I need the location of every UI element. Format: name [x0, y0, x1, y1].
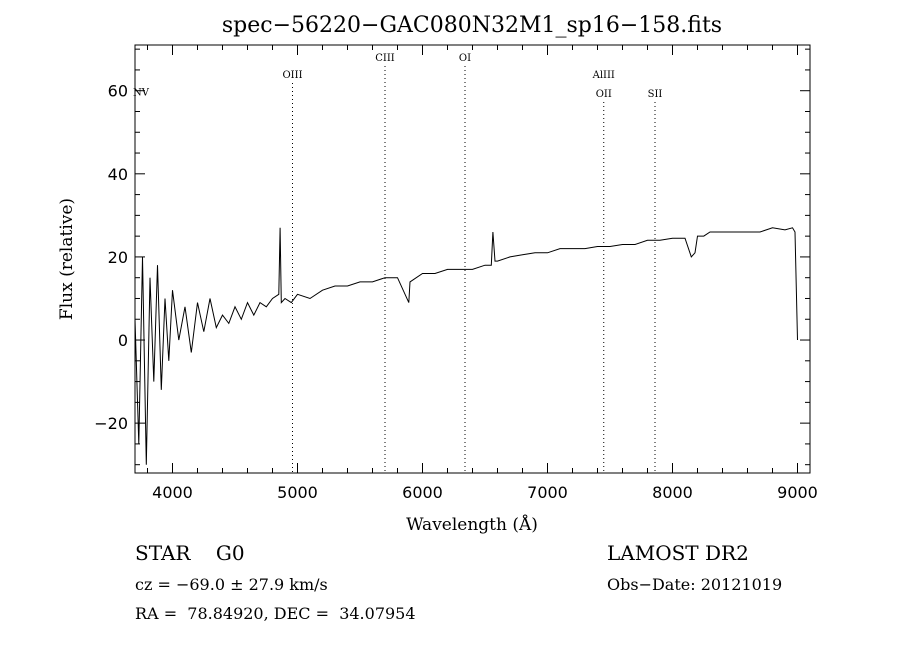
- line-label-aliii: AlIII: [592, 70, 615, 81]
- redshift-info: cz = −69.0 ± 27.9 km/s: [135, 575, 328, 594]
- obs-date: Obs−Date: 20121019: [607, 575, 783, 594]
- survey-name: LAMOST DR2: [607, 541, 749, 565]
- x-axis-label: Wavelength (Å): [406, 514, 538, 535]
- line-label-ciii: CIII: [375, 53, 395, 64]
- spectrum-line: [134, 227, 798, 465]
- line-label-oii: OII: [596, 89, 612, 100]
- x-tick-label: 6000: [402, 483, 443, 502]
- y-tick-label: 0: [118, 331, 128, 350]
- axis-ticks: 4000 5000 6000 7000 8000 9000 −20 0 20 40 60: [94, 45, 818, 502]
- x-tick-label: 8000: [652, 483, 693, 502]
- y-tick-label: 60: [108, 82, 128, 101]
- chart-title: spec−56220−GAC080N32M1_sp16−158.fits: [222, 13, 722, 38]
- coordinates: RA = 78.84920, DEC = 34.07954: [135, 604, 416, 623]
- line-label-sii: SII: [648, 89, 663, 100]
- y-axis-label: Flux (relative): [57, 198, 77, 320]
- x-tick-label: 9000: [777, 483, 818, 502]
- x-tick-label: 5000: [277, 483, 318, 502]
- y-tick-label: 20: [108, 248, 128, 267]
- y-tick-label: 40: [108, 165, 128, 184]
- line-label-nv: NV: [133, 88, 150, 99]
- x-tick-label: 7000: [527, 483, 568, 502]
- object-class: STAR G0: [135, 541, 245, 565]
- x-tick-label: 4000: [152, 483, 193, 502]
- line-label-oiii: OIII: [282, 70, 302, 81]
- spectral-line-markers: NV OIII CIII OI AlIII OII SII: [133, 53, 662, 473]
- y-tick-label: −20: [94, 414, 128, 433]
- plot-frame: [134, 44, 811, 474]
- line-label-oi: OI: [459, 53, 471, 64]
